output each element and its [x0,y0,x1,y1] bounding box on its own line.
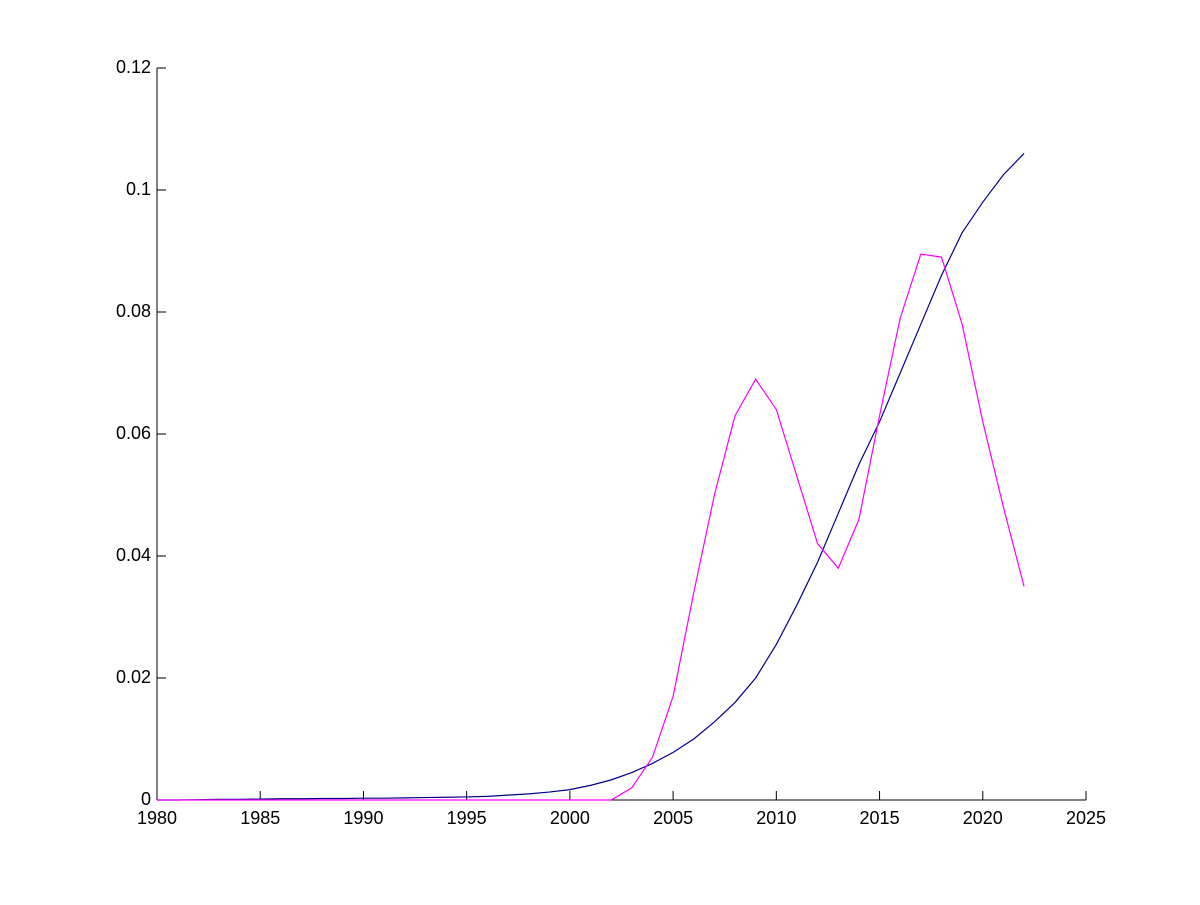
y-tick-label: 0.02 [116,667,151,687]
y-tick-label: 0.1 [126,179,151,199]
y-tick-label: 0 [141,789,151,809]
x-tick-label: 1995 [447,808,487,828]
x-tick-label: 2015 [860,808,900,828]
x-tick-label: 2025 [1066,808,1106,828]
y-tick-label: 0.12 [116,57,151,77]
x-tick-label: 1980 [137,808,177,828]
line-series [157,253,1025,801]
x-tick-label: 1990 [343,808,383,828]
x-tick-label: 1985 [240,808,280,828]
y-tick-label: 0.08 [116,301,151,321]
line-series [157,152,1025,801]
x-tick-label: 2000 [550,808,590,828]
x-tick-label: 2010 [756,808,796,828]
y-tick-label: 0.06 [116,423,151,443]
x-tick-label: 2020 [963,808,1003,828]
x-tick-label: 2005 [653,808,693,828]
y-tick-label: 0.04 [116,545,151,565]
